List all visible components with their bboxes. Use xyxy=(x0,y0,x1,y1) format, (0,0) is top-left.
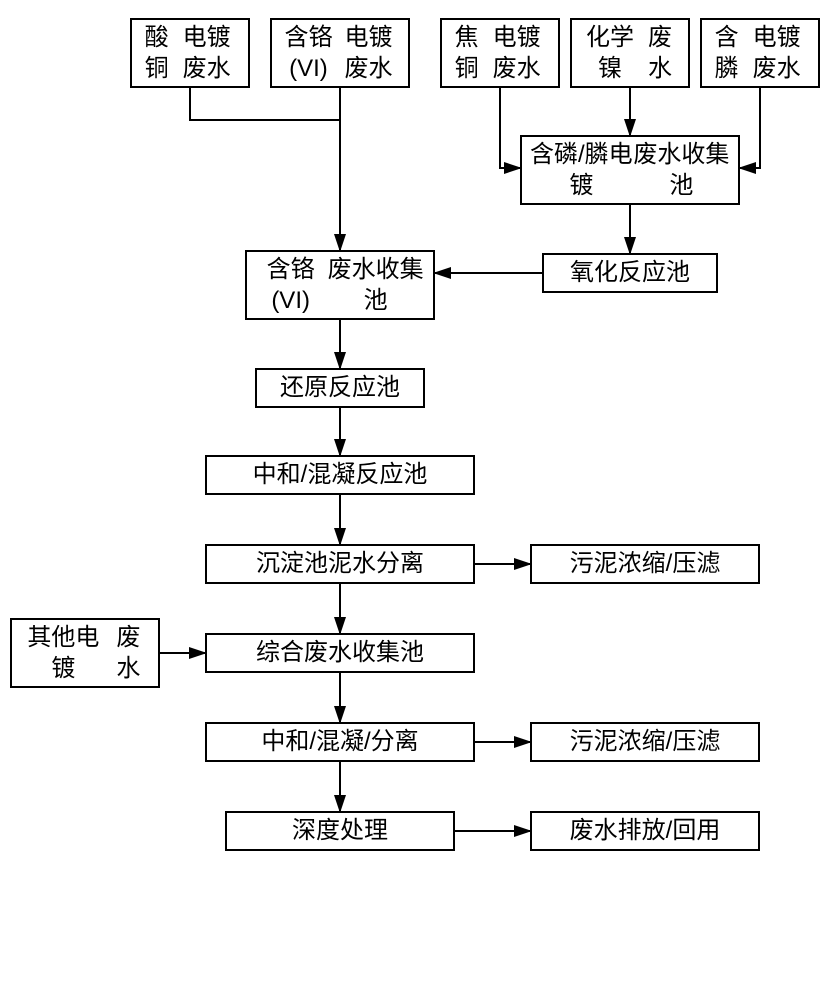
node-n_comp_pool: 综合废水收集池 xyxy=(205,633,475,673)
node-n_out: 废水排放/回用 xyxy=(530,811,760,851)
node-n_oxid: 氧化反应池 xyxy=(542,253,718,293)
node-n_neut2: 中和/混凝/分离 xyxy=(205,722,475,762)
edge-n_acid_cu-n_cr_pool xyxy=(190,88,340,120)
node-n_cr_pool: 含铬(VI)废水收集池 xyxy=(245,250,435,320)
node-n_chem_ni: 化学镍废水 xyxy=(570,18,690,88)
node-n_cr6_src: 含铬(VI)电镀废水 xyxy=(270,18,410,88)
node-n_neut1: 中和/混凝反应池 xyxy=(205,455,475,495)
edge-n_lin_src-n_p_pool xyxy=(740,88,760,168)
node-n_other: 其他电镀废水 xyxy=(10,618,160,688)
edge-n_jiao_cu-n_p_pool xyxy=(500,88,520,168)
node-n_p_pool: 含磷/膦电镀废水收集池 xyxy=(520,135,740,205)
node-n_sludge2: 污泥浓缩/压滤 xyxy=(530,722,760,762)
node-n_sludge1: 污泥浓缩/压滤 xyxy=(530,544,760,584)
node-n_settle: 沉淀池泥水分离 xyxy=(205,544,475,584)
node-n_jiao_cu: 焦铜电镀废水 xyxy=(440,18,560,88)
flowchart-canvas: 酸铜电镀废水含铬(VI)电镀废水焦铜电镀废水化学镍废水含膦电镀废水含磷/膦电镀废… xyxy=(0,0,837,1000)
node-n_lin_src: 含膦电镀废水 xyxy=(700,18,820,88)
node-n_deep: 深度处理 xyxy=(225,811,455,851)
node-n_reduce: 还原反应池 xyxy=(255,368,425,408)
node-n_acid_cu: 酸铜电镀废水 xyxy=(130,18,250,88)
